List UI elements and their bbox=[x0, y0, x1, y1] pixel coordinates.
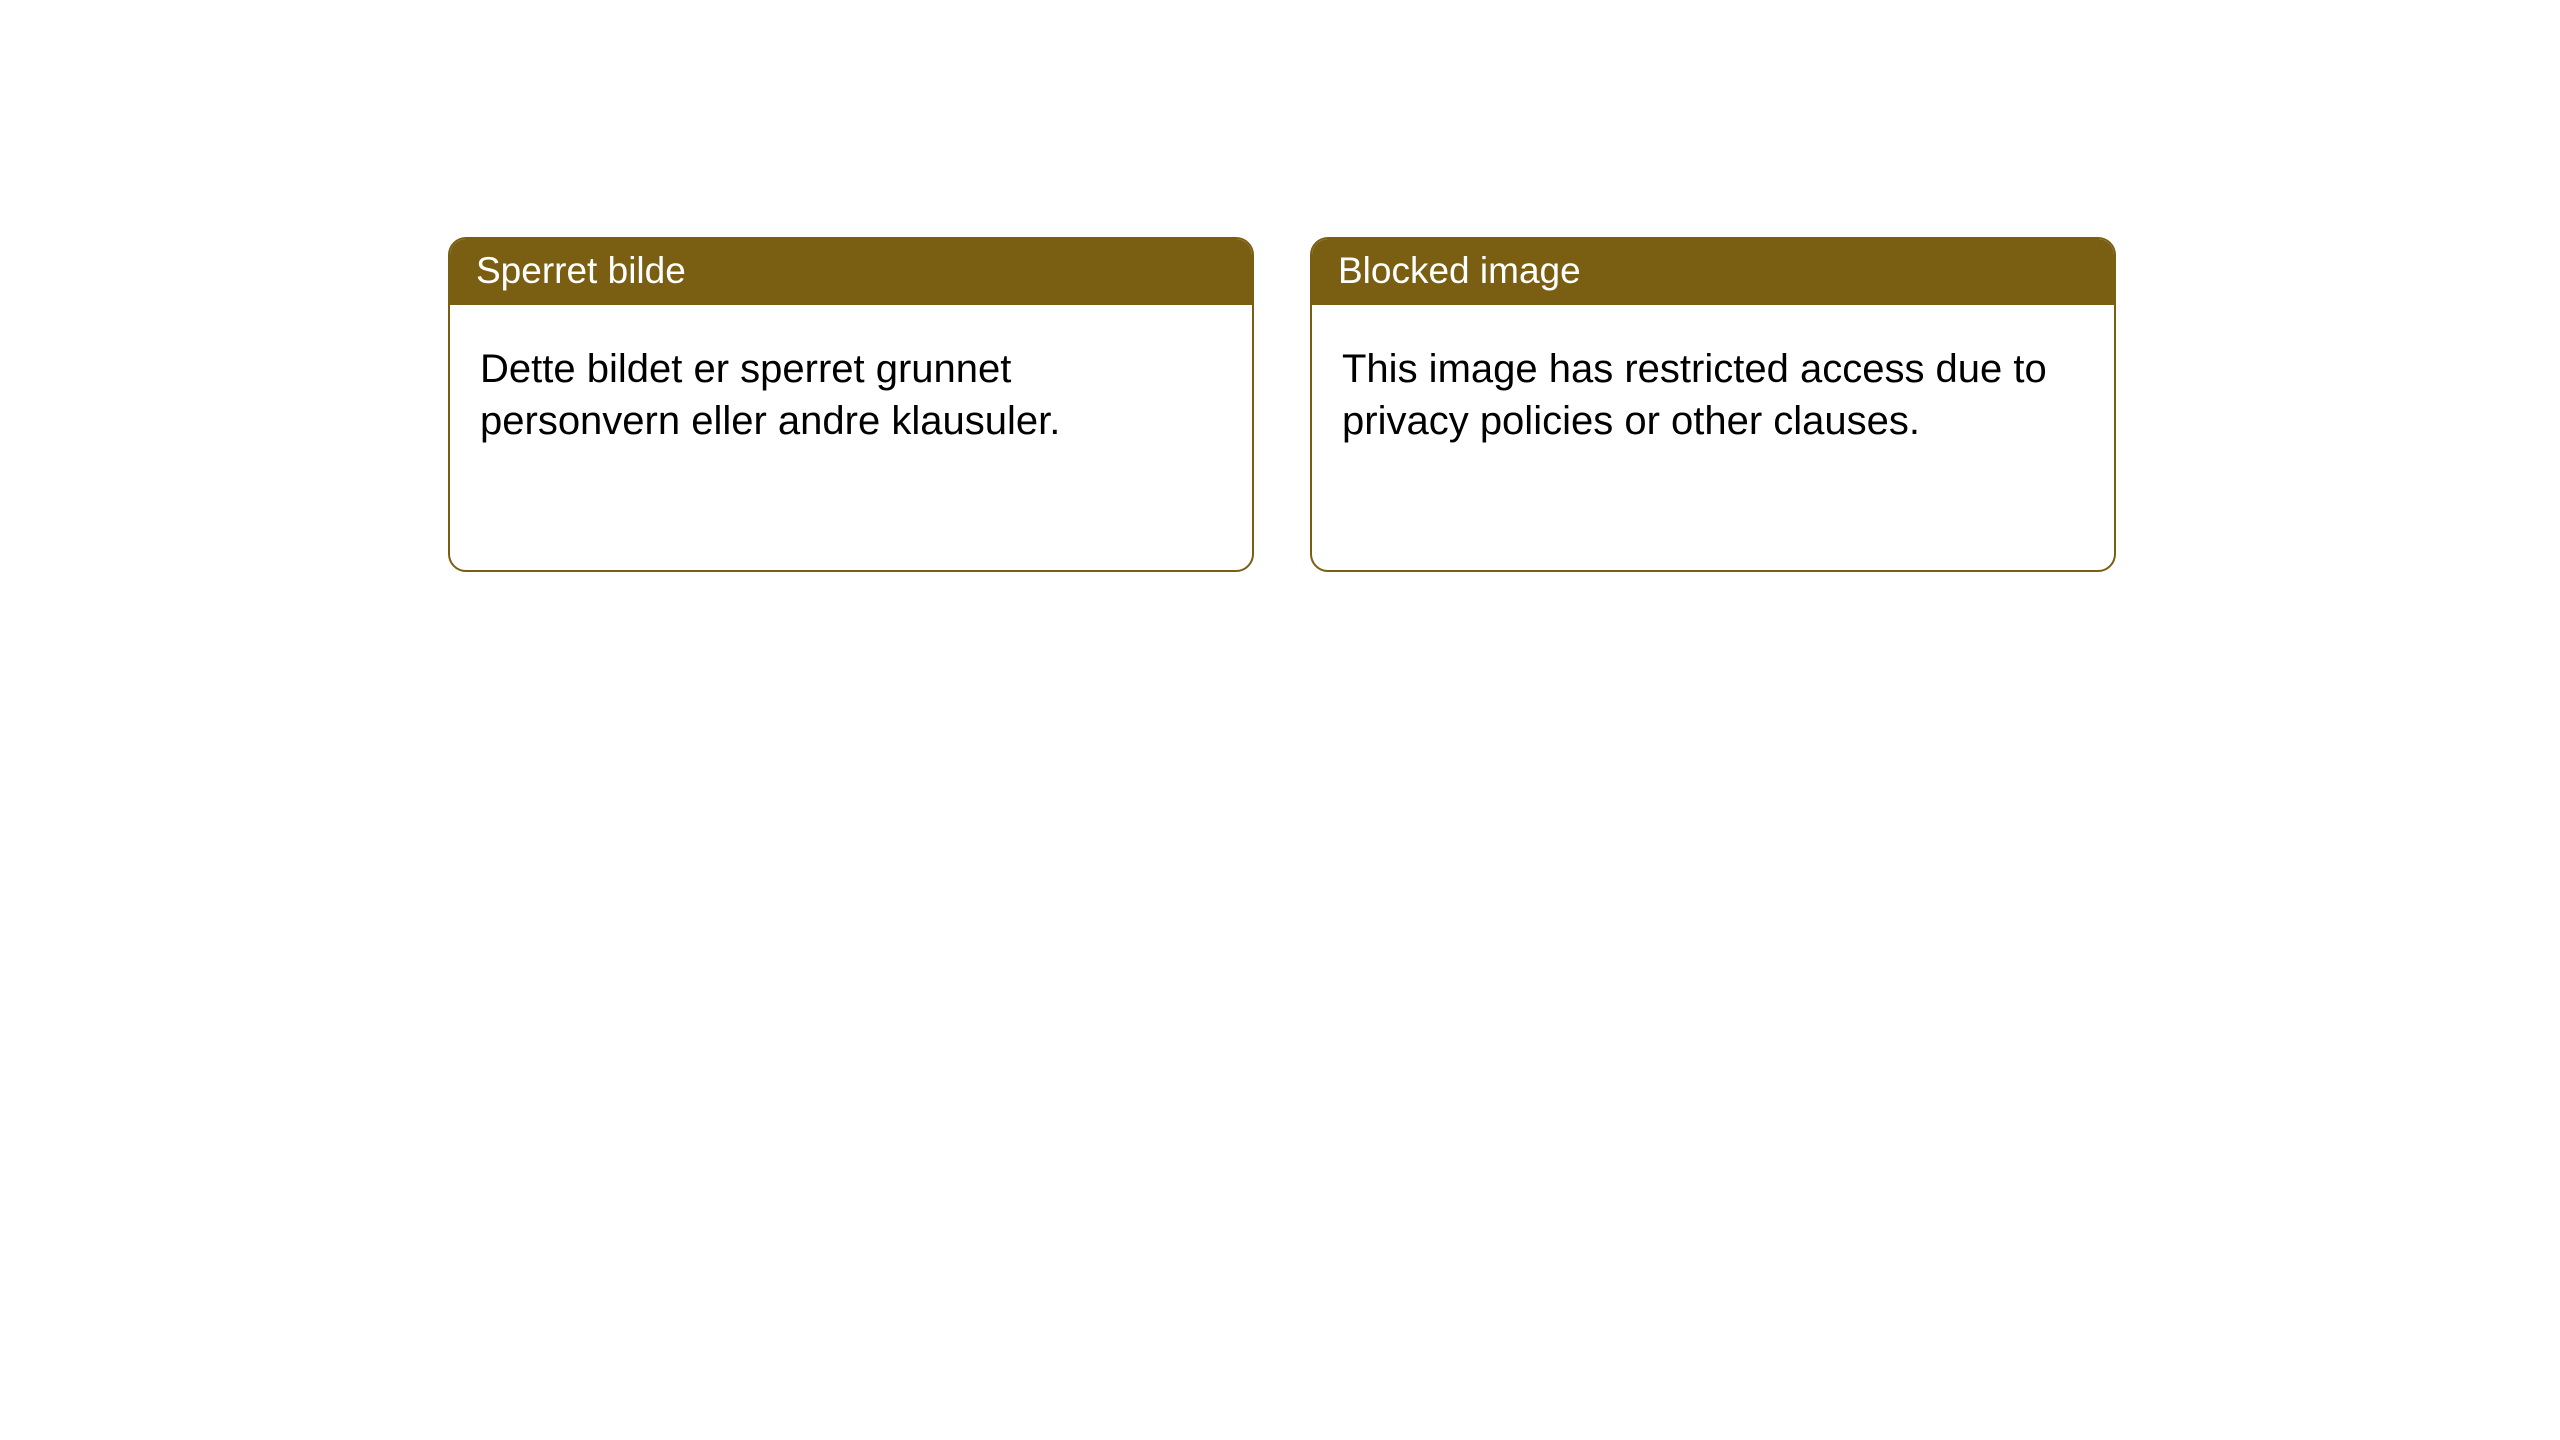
cards-container: Sperret bilde Dette bildet er sperret gr… bbox=[0, 0, 2560, 572]
card-header-en: Blocked image bbox=[1312, 239, 2114, 305]
blocked-image-card-en: Blocked image This image has restricted … bbox=[1310, 237, 2116, 572]
card-body-en: This image has restricted access due to … bbox=[1312, 305, 2114, 477]
card-body-no: Dette bildet er sperret grunnet personve… bbox=[450, 305, 1252, 477]
card-header-no: Sperret bilde bbox=[450, 239, 1252, 305]
blocked-image-card-no: Sperret bilde Dette bildet er sperret gr… bbox=[448, 237, 1254, 572]
